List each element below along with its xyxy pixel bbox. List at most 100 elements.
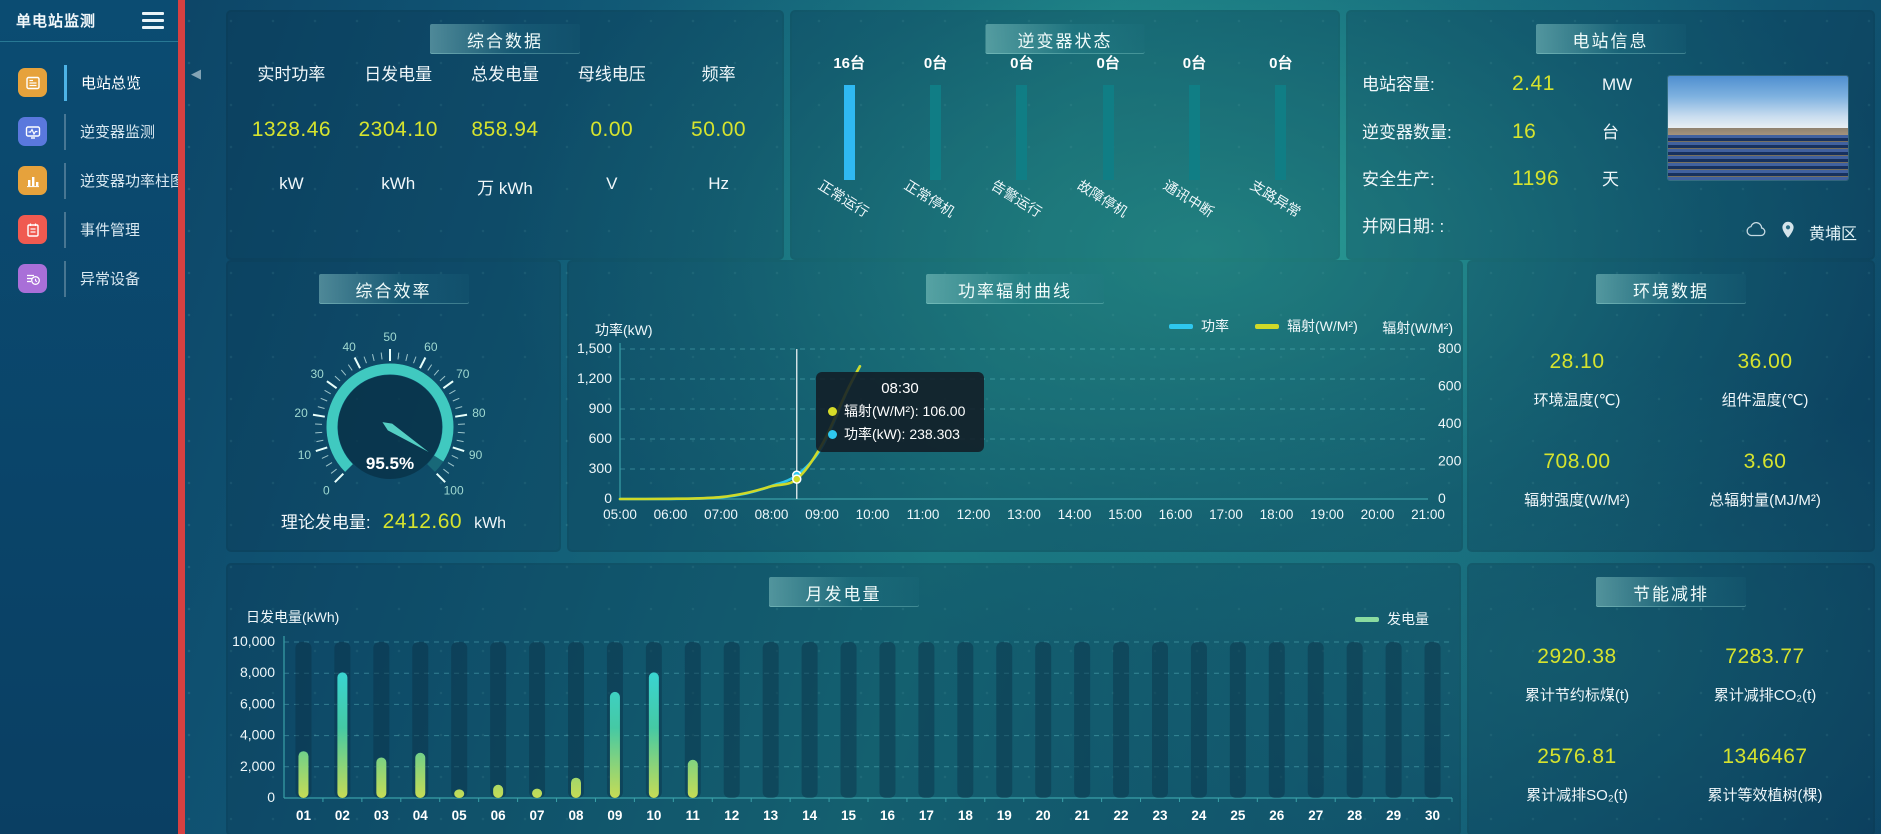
legend-item-radiation[interactable]: 辐射(W/M²) — [1255, 316, 1358, 336]
metric-label: 累计节约标煤(t) — [1524, 687, 1630, 704]
inverter-count: 0台 — [923, 55, 948, 72]
metric-value: 36.00 — [1737, 350, 1793, 373]
svg-text:28: 28 — [1347, 808, 1363, 823]
sidebar-item-event-management[interactable]: 事件管理 — [0, 205, 178, 254]
svg-text:80: 80 — [472, 406, 486, 420]
svg-text:17: 17 — [919, 808, 934, 823]
metric-label: 累计减排SO₂(t) — [1526, 787, 1628, 804]
metric-value: 7283.77 — [1725, 645, 1805, 668]
svg-text:04: 04 — [413, 808, 429, 823]
collapse-panel-arrow-icon[interactable]: ◀ — [191, 66, 201, 81]
svg-text:30: 30 — [311, 367, 325, 381]
legend-label: 发电量 — [1387, 611, 1429, 627]
metric-value: 3.60 — [1743, 450, 1787, 473]
panel-title-energy-saving: 节能减排 — [1596, 577, 1746, 607]
sidebar-item-label: 电站总览 — [64, 64, 141, 101]
station-photo — [1668, 76, 1848, 180]
panel-title-environment: 环境数据 — [1596, 274, 1746, 304]
svg-text:2,000: 2,000 — [240, 758, 275, 774]
metric-co2-reduced: 7283.77 累计减排CO₂(t) — [1671, 645, 1859, 705]
tooltip-time: 08:30 — [881, 380, 919, 397]
svg-text:15: 15 — [841, 808, 857, 823]
svg-text:95.5%: 95.5% — [366, 454, 414, 473]
svg-text:16:00: 16:00 — [1159, 507, 1193, 522]
svg-text:20:00: 20:00 — [1361, 507, 1395, 522]
device-alert-icon — [18, 264, 47, 293]
inverter-count: 0台 — [1010, 55, 1034, 72]
bar-chart-icon — [18, 166, 47, 195]
svg-text:08: 08 — [568, 808, 584, 823]
saving-metrics: 2920.38 累计节约标煤(t) 7283.77 累计减排CO₂(t) 257… — [1483, 645, 1859, 805]
svg-text:0: 0 — [267, 789, 275, 805]
monthly-axis-title: 日发电量(kWh) — [246, 609, 340, 625]
safe-production-row: 安全生产: 1196 天 — [1362, 165, 1619, 191]
svg-text:06:00: 06:00 — [654, 507, 688, 522]
location-label[interactable]: 黄埔区 — [1808, 226, 1857, 243]
inverter-status-label: 正常停机 — [902, 176, 959, 221]
left-axis-title: 功率(kW) — [595, 322, 653, 338]
legend-label: 辐射(W/M²) — [1287, 318, 1358, 334]
svg-text:50: 50 — [383, 330, 397, 344]
svg-text:21: 21 — [1075, 808, 1091, 823]
hamburger-menu-icon[interactable] — [142, 8, 164, 33]
metric-unit: Hz — [708, 174, 729, 193]
location-pin-icon[interactable] — [1781, 221, 1795, 244]
row-label: 并网日期: : — [1362, 217, 1445, 236]
metric-value: 0.00 — [590, 118, 634, 141]
inverter-status-column: 0台正常停机 — [892, 52, 978, 258]
metric-label: 辐射强度(W/M²) — [1524, 492, 1630, 509]
theory-label: 理论发电量: — [280, 513, 371, 532]
metric-so2-reduced: 2576.81 累计减排SO₂(t) — [1483, 745, 1671, 805]
theory-value: 2412.60 — [382, 510, 463, 533]
inverter-status-bar — [843, 85, 855, 180]
theoretical-generation-row: 理论发电量: 2412.60 kWh — [228, 508, 559, 534]
radiation-dot-icon — [828, 406, 837, 416]
svg-text:02: 02 — [335, 808, 350, 823]
panel-summary: 综合数据 实时功率 1328.46 kW 日发电量 2304.10 kWh 总发… — [226, 10, 784, 260]
svg-text:08:00: 08:00 — [755, 507, 789, 522]
metric-total-radiation: 3.60 总辐射量(MJ/M²) — [1671, 450, 1859, 510]
svg-text:8,000: 8,000 — [240, 664, 275, 680]
metric-value: 1346467 — [1722, 745, 1808, 768]
sidebar-item-inverter-power-bars[interactable]: 逆变器功率柱图 — [0, 156, 185, 205]
weather-cloud-icon[interactable] — [1745, 222, 1767, 242]
panel-power-curve[interactable]: 功率辐射曲线 功率(kW) 辐射(W/M²) 功率 辐射(W/M²) 0 300 6… — [567, 260, 1463, 552]
right-axis-title: 辐射(W/M²) — [1382, 320, 1453, 336]
svg-text:10: 10 — [298, 448, 312, 462]
svg-text:09: 09 — [607, 808, 622, 823]
svg-text:70: 70 — [456, 367, 470, 381]
summary-metrics: 实时功率 1328.46 kW 日发电量 2304.10 kWh 总发电量 85… — [238, 60, 772, 199]
svg-text:14: 14 — [802, 808, 818, 823]
row-value: 2.41 — [1512, 72, 1555, 95]
svg-text:100: 100 — [444, 484, 464, 498]
row-unit: MW — [1602, 75, 1633, 94]
notebook-icon — [18, 215, 47, 244]
inverter-status-label: 故障停机 — [1074, 176, 1131, 221]
metric-value: 1328.46 — [251, 118, 332, 141]
svg-text:16: 16 — [880, 808, 896, 823]
sidebar-item-abnormal-devices[interactable]: 异常设备 — [0, 254, 178, 303]
environment-metrics: 28.10 环境温度(℃) 36.00 组件温度(℃) 708.00 辐射强度(… — [1483, 350, 1859, 510]
metric-unit: V — [606, 174, 618, 193]
legend-item-generation[interactable]: 发电量 — [1355, 609, 1429, 629]
photo-sky — [1668, 76, 1848, 128]
svg-text:11:00: 11:00 — [907, 507, 940, 522]
legend-item-power[interactable]: 功率 — [1169, 316, 1229, 336]
svg-text:14:00: 14:00 — [1058, 507, 1092, 522]
panel-monthly-generation[interactable]: 月发电量 日发电量(kWh) 发电量 0 2,000 4,000 6,000 8,000… — [226, 563, 1461, 834]
svg-text:27: 27 — [1308, 808, 1323, 823]
svg-text:0: 0 — [604, 490, 612, 506]
sidebar-item-station-overview[interactable]: 电站总览 — [0, 58, 178, 107]
panel-environment: 环境数据 28.10 环境温度(℃) 36.00 组件温度(℃) 708.00 … — [1467, 260, 1875, 552]
sidebar-header: 单电站监测 — [0, 0, 178, 42]
row-label: 电站容量: — [1362, 75, 1435, 94]
svg-text:26: 26 — [1269, 808, 1285, 823]
svg-text:30: 30 — [1425, 808, 1440, 823]
sidebar-item-inverter-monitor[interactable]: 逆变器监测 — [0, 107, 178, 156]
monitor-icon — [18, 117, 47, 146]
svg-text:300: 300 — [589, 460, 613, 476]
legend-label: 功率 — [1201, 318, 1229, 334]
metric-label: 日发电量 — [364, 65, 433, 84]
theory-unit: kWh — [474, 515, 507, 532]
svg-text:90: 90 — [469, 448, 483, 462]
